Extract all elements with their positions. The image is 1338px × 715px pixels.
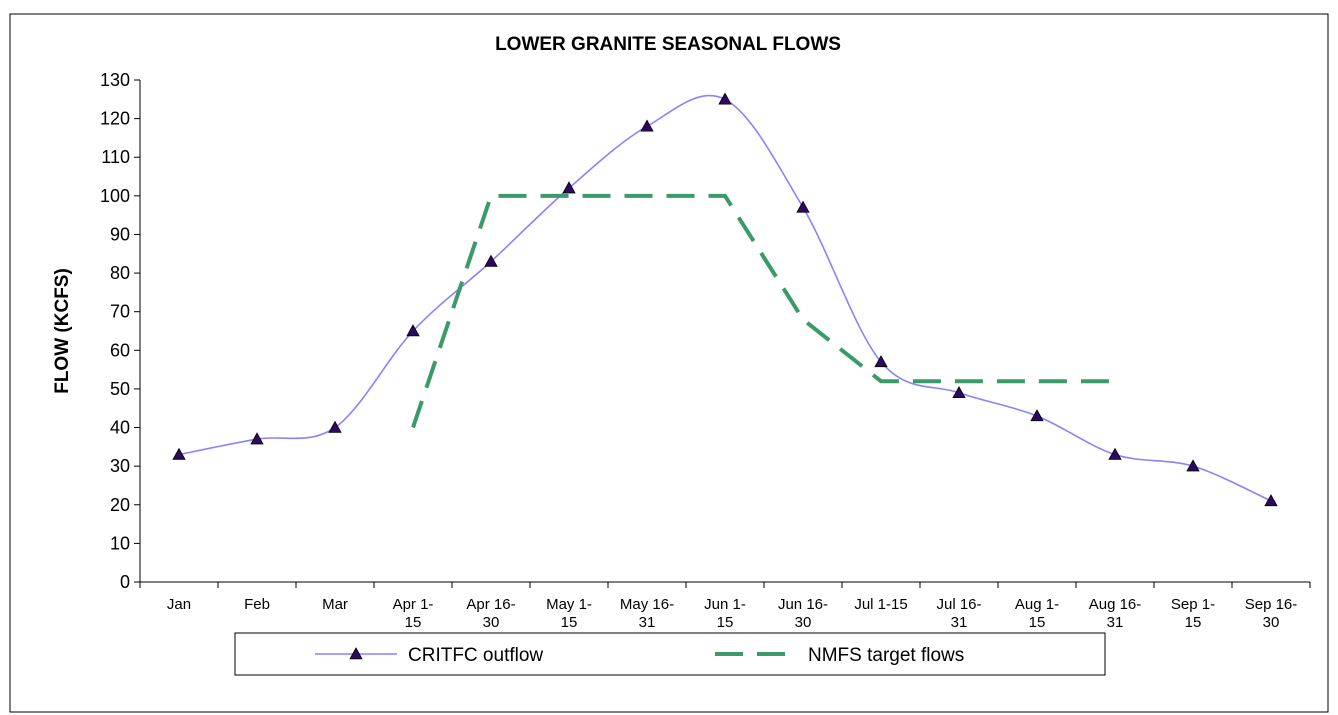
- y-axis-label: FLOW (KCFS): [52, 268, 73, 394]
- x-tick-label: Aug 1-15: [1015, 596, 1059, 631]
- y-tick-label: 80: [110, 263, 130, 283]
- legend-marker: [349, 647, 363, 660]
- y-tick-label: 40: [110, 418, 130, 438]
- x-tick-label: Sep 16-30: [1245, 596, 1298, 631]
- data-point: [328, 420, 342, 433]
- series-line: [411, 193, 1115, 429]
- x-tick-label: Jun 16-30: [778, 596, 828, 631]
- y-tick-label: 60: [110, 340, 130, 360]
- data-point: [1108, 447, 1122, 460]
- x-tick-label: May 16-31: [620, 596, 674, 631]
- y-tick-label: 90: [110, 224, 130, 244]
- data-point: [406, 324, 420, 337]
- y-tick-label: 0: [120, 572, 130, 592]
- chart-border: [9, 13, 1329, 713]
- x-tick-label: Aug 16-31: [1089, 596, 1142, 631]
- y-tick-label: 20: [110, 495, 130, 515]
- legend-label: CRITFC outflow: [408, 645, 543, 666]
- x-tick-label: Jul 1-15: [854, 596, 907, 613]
- legend-label: NMFS target flows: [808, 645, 964, 666]
- y-tick-label: 120: [100, 109, 130, 129]
- y-tick-label: 100: [100, 186, 130, 206]
- y-tick-label: 70: [110, 302, 130, 322]
- x-tick-label: Sep 1-15: [1171, 596, 1215, 631]
- x-tick-label: Jun 1-15: [704, 596, 746, 631]
- data-point: [874, 355, 888, 368]
- data-point: [250, 432, 264, 445]
- x-tick-label: May 1-15: [546, 596, 592, 631]
- data-point: [1186, 459, 1200, 472]
- data-point: [1030, 409, 1044, 422]
- data-point: [640, 119, 654, 132]
- y-tick-label: 130: [100, 70, 130, 90]
- data-point: [952, 385, 966, 398]
- x-tick-label: Jan: [167, 596, 191, 613]
- data-point: [718, 92, 732, 105]
- x-tick-label: Mar: [322, 596, 348, 613]
- chart-title: LOWER GRANITE SEASONAL FLOWS: [495, 34, 841, 55]
- x-tick-label: Apr 1-15: [393, 596, 434, 631]
- y-tick-label: 50: [110, 379, 130, 399]
- x-tick-label: Jul 16-31: [936, 596, 981, 631]
- data-point: [562, 181, 576, 194]
- data-point: [172, 447, 186, 460]
- data-point: [1264, 494, 1278, 507]
- x-tick-label: Feb: [244, 596, 270, 613]
- x-tick-label: Apr 16-30: [466, 596, 515, 631]
- data-point: [484, 254, 498, 267]
- data-point: [796, 200, 810, 213]
- y-tick-label: 10: [110, 533, 130, 553]
- y-tick-label: 110: [101, 147, 130, 167]
- y-tick-label: 30: [110, 456, 130, 476]
